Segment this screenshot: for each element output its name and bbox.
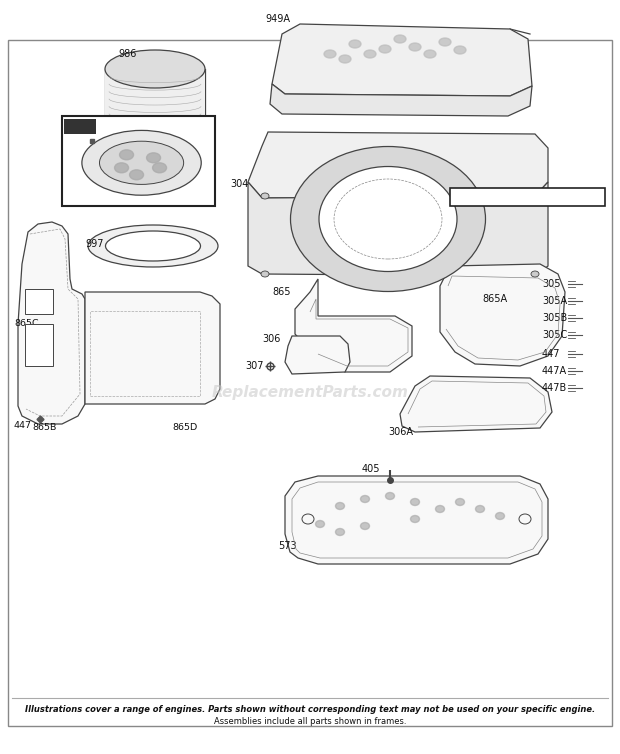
Text: 304: 304: [230, 179, 249, 189]
Ellipse shape: [410, 516, 420, 523]
Ellipse shape: [105, 50, 205, 88]
Text: 865C: 865C: [14, 320, 38, 329]
Ellipse shape: [454, 46, 466, 54]
Bar: [25, 324, 53, 366]
Polygon shape: [272, 24, 532, 96]
Bar: [25, 289, 53, 314]
Polygon shape: [105, 69, 205, 136]
Ellipse shape: [99, 141, 184, 185]
Text: 447B: 447B: [542, 383, 567, 393]
Ellipse shape: [360, 523, 370, 529]
Text: 865B: 865B: [32, 424, 56, 433]
Ellipse shape: [410, 498, 420, 505]
Ellipse shape: [82, 130, 202, 195]
Bar: [450, 188, 605, 206]
Ellipse shape: [364, 50, 376, 58]
Text: 447A: 447A: [542, 366, 567, 376]
Text: 305C: 305C: [542, 330, 567, 340]
Bar: [64, 119, 96, 134]
Ellipse shape: [291, 146, 485, 292]
Polygon shape: [270, 84, 532, 116]
Text: 306: 306: [262, 334, 280, 344]
Ellipse shape: [115, 163, 128, 173]
Ellipse shape: [339, 55, 351, 63]
Ellipse shape: [360, 495, 370, 502]
Ellipse shape: [153, 163, 167, 173]
Text: 447: 447: [542, 349, 560, 359]
Text: 307: 307: [245, 361, 264, 371]
Text: 305A: 305A: [542, 296, 567, 306]
Text: 563: 563: [67, 136, 89, 146]
Text: 405: 405: [362, 464, 381, 474]
Text: 949: 949: [67, 121, 89, 131]
Text: Assemblies include all parts shown in frames.: Assemblies include all parts shown in fr…: [214, 718, 406, 727]
Ellipse shape: [456, 498, 464, 505]
Polygon shape: [248, 182, 548, 276]
Text: 1036 EMISSION LABEL: 1036 EMISSION LABEL: [477, 192, 577, 201]
Text: 949A: 949A: [265, 14, 290, 24]
Polygon shape: [285, 336, 350, 374]
Ellipse shape: [324, 50, 336, 58]
Ellipse shape: [146, 153, 161, 163]
Ellipse shape: [379, 45, 391, 53]
Ellipse shape: [386, 492, 394, 499]
Ellipse shape: [424, 50, 436, 58]
Ellipse shape: [531, 193, 539, 199]
Ellipse shape: [261, 271, 269, 277]
Ellipse shape: [105, 231, 200, 261]
Ellipse shape: [435, 505, 445, 513]
Text: ReplacementParts.com: ReplacementParts.com: [211, 385, 409, 400]
Ellipse shape: [476, 505, 484, 513]
Polygon shape: [295, 279, 412, 372]
Text: 865D: 865D: [172, 424, 197, 433]
Text: Illustrations cover a range of engines. Parts shown without corresponding text m: Illustrations cover a range of engines. …: [25, 706, 595, 715]
Ellipse shape: [319, 167, 457, 271]
Bar: [62, 116, 215, 206]
Text: 573: 573: [278, 541, 296, 551]
Ellipse shape: [409, 43, 421, 51]
Text: 305: 305: [542, 279, 560, 289]
Ellipse shape: [439, 38, 451, 46]
Ellipse shape: [394, 35, 406, 43]
Text: 997: 997: [85, 239, 104, 249]
Polygon shape: [400, 376, 552, 432]
Ellipse shape: [335, 502, 345, 510]
Ellipse shape: [88, 225, 218, 267]
Text: 865A: 865A: [482, 294, 507, 304]
Ellipse shape: [349, 40, 361, 48]
Ellipse shape: [335, 529, 345, 535]
Ellipse shape: [531, 271, 539, 277]
Text: 986: 986: [118, 49, 136, 59]
Polygon shape: [248, 132, 548, 198]
Polygon shape: [285, 476, 548, 564]
Text: 447: 447: [14, 421, 32, 431]
Ellipse shape: [261, 193, 269, 199]
Polygon shape: [440, 264, 565, 366]
Ellipse shape: [495, 513, 505, 520]
Polygon shape: [18, 222, 85, 424]
Text: 306A: 306A: [388, 427, 413, 437]
Text: 305B: 305B: [542, 313, 567, 323]
Ellipse shape: [130, 170, 144, 179]
Polygon shape: [85, 292, 220, 404]
Ellipse shape: [120, 150, 133, 160]
Ellipse shape: [316, 520, 324, 528]
Text: 865: 865: [272, 287, 291, 297]
Bar: [90, 311, 200, 396]
